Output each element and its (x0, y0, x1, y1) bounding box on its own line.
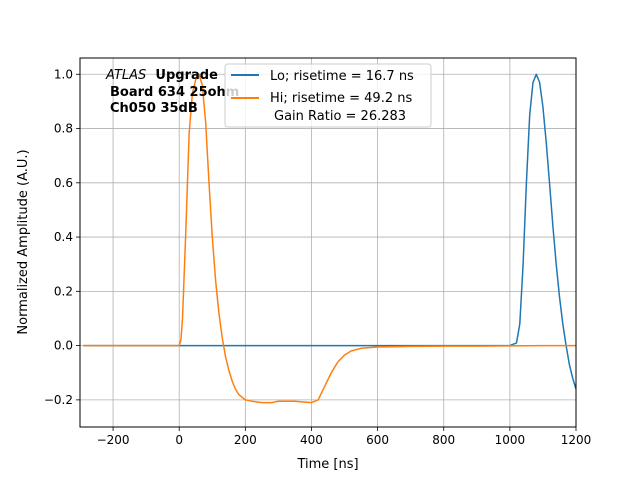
x-tick-label: 200 (234, 433, 257, 447)
x-tick-label: 400 (300, 433, 323, 447)
legend: Lo; risetime = 16.7 ns Hi; risetime = 49… (224, 63, 432, 128)
x-axis-label: Time [ns] (296, 457, 358, 472)
y-tick-label: 0.4 (54, 230, 73, 244)
annotation-line2: Board 634 25ohm (110, 85, 239, 100)
x-tick-label: 1200 (561, 433, 592, 447)
ticks: −200 0 200 400 600 800 1000 1200 −0.2 0.0 0.2 0.4 0.… (44, 67, 591, 447)
y-axis-label: Normalized Amplitude (A.U.) (16, 149, 31, 334)
legend-label-hi: Hi; risetime = 49.2 ns (270, 91, 412, 106)
annotation: ATLAS Upgrade Board 634 25ohm Ch050 35dB (105, 68, 239, 116)
series-line-lo (83, 73, 576, 390)
series-line-hi (83, 73, 576, 404)
plot-frame (79, 57, 577, 428)
x-tick-label: 800 (432, 433, 455, 447)
annotation-line3: Ch050 35dB (110, 101, 198, 116)
y-tick-label: 0.8 (54, 122, 73, 136)
y-tick-label: 0.0 (54, 339, 73, 353)
x-tick-label: 600 (366, 433, 389, 447)
annotation-upgrade: Upgrade (155, 68, 218, 83)
legend-gain-ratio: Gain Ratio = 26.283 (274, 109, 406, 124)
x-tick-label: 1000 (495, 433, 526, 447)
legend-label-lo: Lo; risetime = 16.7 ns (270, 69, 414, 84)
y-tick-label: 0.2 (54, 284, 73, 298)
y-tick-label: −0.2 (44, 393, 73, 407)
x-tick-label: −200 (97, 433, 130, 447)
annotation-atlas: ATLAS (105, 68, 146, 83)
svg-text:ATLAS Upgrade: ATLAS Upgrade (105, 68, 218, 83)
y-tick-label: 0.6 (54, 176, 73, 190)
y-tick-label: 1.0 (54, 67, 73, 81)
x-tick-label: 0 (175, 433, 183, 447)
legend-box (224, 63, 432, 128)
series-layer (83, 73, 576, 404)
